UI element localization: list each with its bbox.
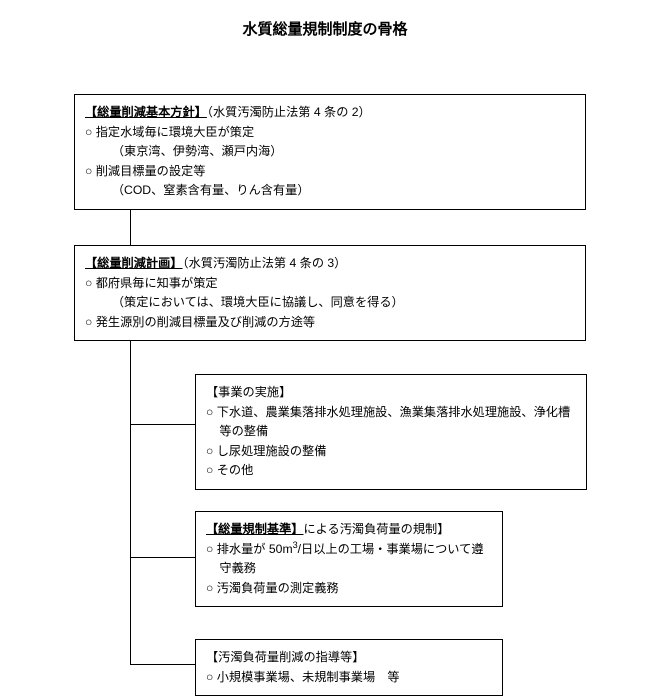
box2-item0-sub: （策定においては、環境大臣に協議し、同意を得る） xyxy=(85,293,575,313)
box4-heading-after: による汚濁負荷量の規制】 xyxy=(304,522,450,536)
diagram-canvas: 【総量削減基本方針】（水質汚濁防止法第 4 条の 2） ○ 指定水域毎に環境大臣… xyxy=(0,39,650,699)
box4-item0: ○ 排水量が 50m3/日以上の工場・事業場について遵守義務 xyxy=(206,540,492,579)
box1-heading: 【総量削減基本方針】 xyxy=(85,105,207,119)
connector-h-b4 xyxy=(130,557,195,558)
box-regulation-standard: 【総量規制基準】による汚濁負荷量の規制】 ○ 排水量が 50m3/日以上の工場・… xyxy=(195,511,503,607)
box2-heading: 【総量削減計画】 xyxy=(85,256,183,270)
connector-v-trunk xyxy=(130,339,131,664)
box-basic-policy: 【総量削減基本方針】（水質汚濁防止法第 4 条の 2） ○ 指定水域毎に環境大臣… xyxy=(74,94,586,210)
box-project-implementation: 【事業の実施】 ○ 下水道、農業集落排水処理施設、漁業集落排水処理施設、浄化槽等… xyxy=(195,374,587,490)
box3-item0: ○ 下水道、農業集落排水処理施設、漁業集落排水処理施設、浄化槽等の整備 xyxy=(206,403,576,442)
box1-item0: ○ 指定水域毎に環境大臣が策定 xyxy=(85,123,575,143)
box3-heading: 【事業の実施】 xyxy=(206,383,576,403)
box2-item1: ○ 発生源別の削減目標量及び削減の方途等 xyxy=(85,313,575,333)
box2-subtitle: （水質汚濁防止法第 4 条の 3） xyxy=(183,256,347,270)
box1-item1: ○ 削減目標量の設定等 xyxy=(85,162,575,182)
box1-header: 【総量削減基本方針】（水質汚濁防止法第 4 条の 2） xyxy=(85,103,575,123)
box-reduction-plan: 【総量削減計画】（水質汚濁防止法第 4 条の 3） ○ 都府県毎に知事が策定 （… xyxy=(74,245,586,341)
box4-item1: ○ 汚濁負荷量の測定義務 xyxy=(206,579,492,599)
connector-h-b3 xyxy=(130,424,195,425)
box1-subtitle: （水質汚濁防止法第 4 条の 2） xyxy=(207,105,371,119)
box2-item0: ○ 都府県毎に知事が策定 xyxy=(85,274,575,294)
box5-item0: ○ 小規模事業場、未規制事業場 等 xyxy=(206,668,492,688)
box3-item2: ○ その他 xyxy=(206,461,576,481)
box5-heading: 【汚濁負荷量削減の指導等】 xyxy=(206,648,492,668)
page-title: 水質総量規制制度の骨格 xyxy=(0,0,650,39)
box3-item1: ○ し尿処理施設の整備 xyxy=(206,442,576,462)
box4-header: 【総量規制基準】による汚濁負荷量の規制】 xyxy=(206,520,492,540)
box4-heading: 【総量規制基準】 xyxy=(206,522,304,536)
box2-header: 【総量削減計画】（水質汚濁防止法第 4 条の 3） xyxy=(85,254,575,274)
connector-v-b1-b2 xyxy=(130,204,131,245)
box-guidance: 【汚濁負荷量削減の指導等】 ○ 小規模事業場、未規制事業場 等 xyxy=(195,639,503,696)
box1-item0-sub: （東京湾、伊勢湾、瀬戸内海） xyxy=(85,142,575,162)
connector-h-b5 xyxy=(130,664,195,665)
box1-item1-sub: （COD、窒素含有量、りん含有量） xyxy=(85,181,575,201)
